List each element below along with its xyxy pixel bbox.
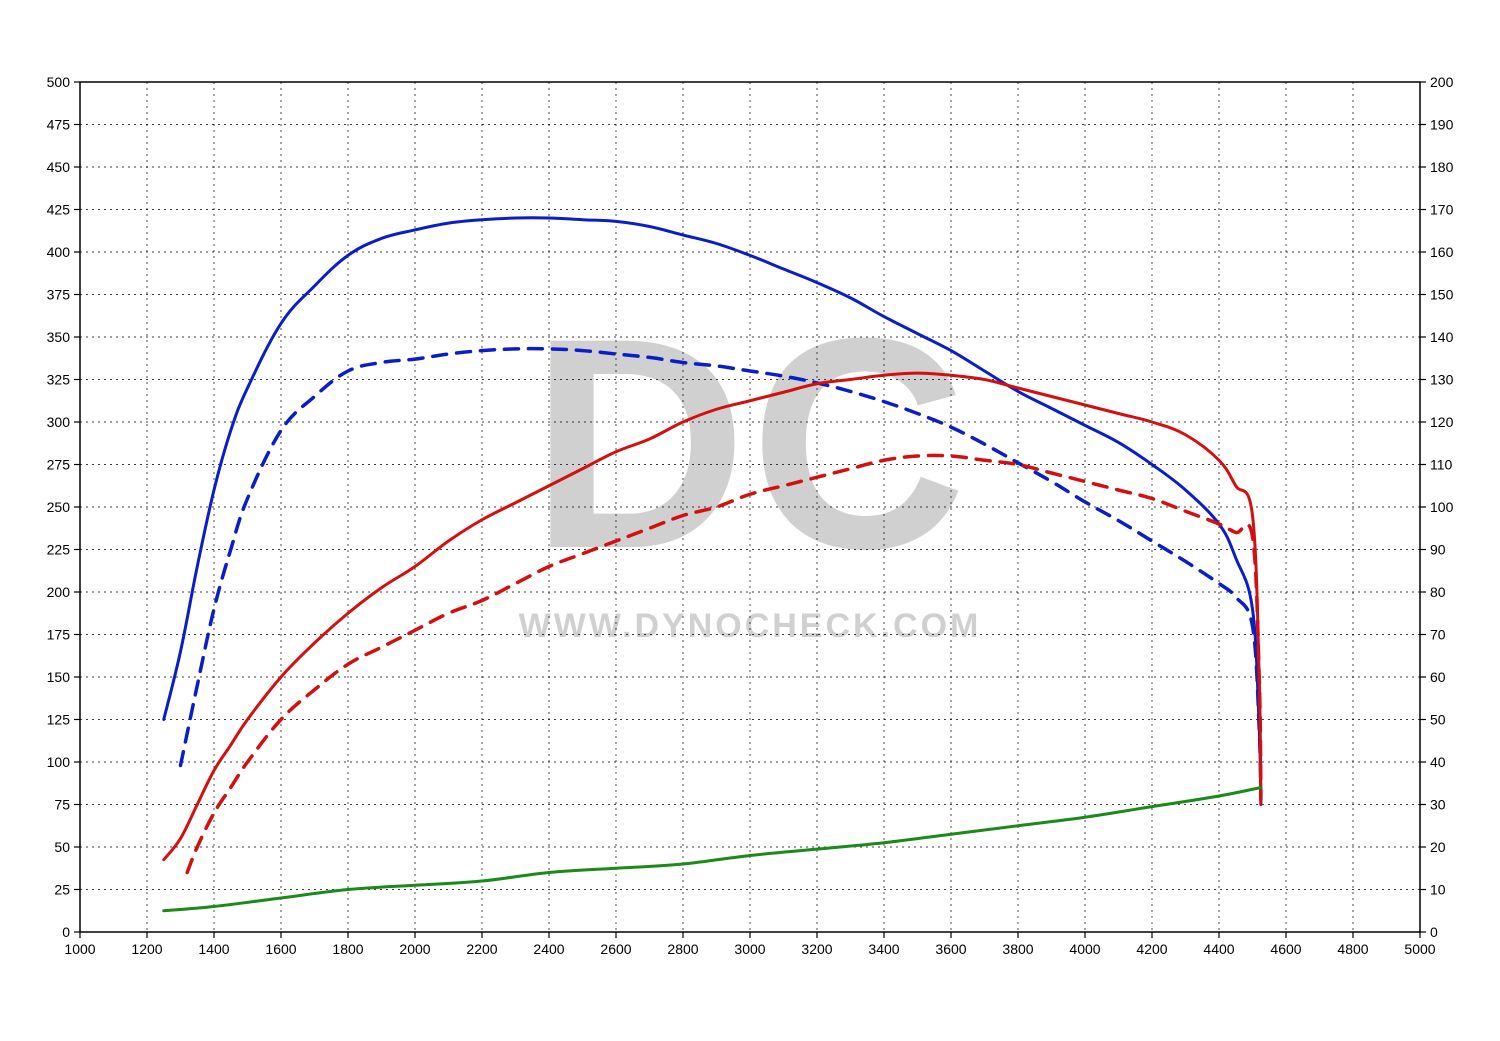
svg-text:WWW.DYNOCHECK.COM: WWW.DYNOCHECK.COM	[519, 607, 982, 645]
svg-text:1600: 1600	[265, 941, 296, 957]
svg-text:170: 170	[1430, 202, 1454, 218]
svg-text:200: 200	[47, 584, 71, 600]
svg-text:275: 275	[47, 457, 71, 473]
svg-text:75: 75	[54, 797, 70, 813]
svg-text:120: 120	[1430, 414, 1454, 430]
svg-text:60: 60	[1430, 669, 1446, 685]
svg-text:325: 325	[47, 372, 71, 388]
svg-text:0: 0	[62, 924, 70, 940]
svg-text:70: 70	[1430, 627, 1446, 643]
svg-text:3400: 3400	[868, 941, 899, 957]
svg-text:4000: 4000	[1069, 941, 1100, 957]
svg-text:160: 160	[1430, 244, 1454, 260]
svg-text:2400: 2400	[533, 941, 564, 957]
svg-text:175: 175	[47, 627, 71, 643]
svg-text:450: 450	[47, 159, 71, 175]
svg-text:190: 190	[1430, 117, 1454, 133]
svg-text:40: 40	[1430, 754, 1446, 770]
svg-text:425: 425	[47, 202, 71, 218]
svg-text:100: 100	[47, 754, 71, 770]
svg-text:110: 110	[1430, 457, 1453, 473]
svg-text:500: 500	[47, 74, 71, 90]
svg-text:1400: 1400	[198, 941, 229, 957]
svg-text:2600: 2600	[600, 941, 631, 957]
svg-text:2200: 2200	[466, 941, 497, 957]
svg-text:4800: 4800	[1337, 941, 1368, 957]
svg-text:10: 10	[1430, 882, 1446, 898]
svg-text:225: 225	[47, 542, 71, 558]
svg-text:3600: 3600	[935, 941, 966, 957]
svg-text:90: 90	[1430, 542, 1446, 558]
svg-text:1000: 1000	[64, 941, 95, 957]
svg-text:30: 30	[1430, 797, 1446, 813]
dyno-chart: Graf výkonu a točivého momentu Točivý mo…	[0, 0, 1500, 1041]
svg-text:300: 300	[47, 414, 71, 430]
svg-text:0: 0	[1430, 924, 1438, 940]
svg-text:50: 50	[54, 839, 70, 855]
svg-text:400: 400	[47, 244, 71, 260]
svg-text:25: 25	[54, 882, 70, 898]
svg-text:4200: 4200	[1136, 941, 1167, 957]
svg-text:475: 475	[47, 117, 71, 133]
svg-text:200: 200	[1430, 74, 1454, 90]
svg-text:150: 150	[47, 669, 71, 685]
svg-text:80: 80	[1430, 584, 1446, 600]
svg-text:2800: 2800	[667, 941, 698, 957]
svg-text:125: 125	[47, 712, 71, 728]
svg-text:1800: 1800	[332, 941, 363, 957]
chart-svg: DCWWW.DYNOCHECK.COM100012001400160018002…	[0, 0, 1500, 1041]
svg-text:3800: 3800	[1002, 941, 1033, 957]
svg-text:350: 350	[47, 329, 71, 345]
svg-text:140: 140	[1430, 329, 1454, 345]
svg-text:50: 50	[1430, 712, 1446, 728]
svg-text:4400: 4400	[1203, 941, 1234, 957]
svg-text:150: 150	[1430, 287, 1454, 303]
svg-text:20: 20	[1430, 839, 1446, 855]
svg-text:4600: 4600	[1270, 941, 1301, 957]
svg-text:3000: 3000	[734, 941, 765, 957]
svg-text:2000: 2000	[399, 941, 430, 957]
svg-text:100: 100	[1430, 499, 1454, 515]
svg-text:1200: 1200	[131, 941, 162, 957]
svg-text:180: 180	[1430, 159, 1454, 175]
svg-text:130: 130	[1430, 372, 1454, 388]
svg-text:375: 375	[47, 287, 71, 303]
svg-text:3200: 3200	[801, 941, 832, 957]
svg-text:250: 250	[47, 499, 71, 515]
svg-text:5000: 5000	[1404, 941, 1435, 957]
